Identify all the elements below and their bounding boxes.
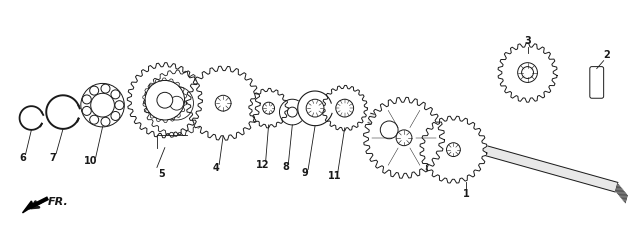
Polygon shape: [322, 85, 367, 131]
Text: 7: 7: [50, 153, 56, 163]
FancyBboxPatch shape: [590, 67, 604, 98]
Polygon shape: [364, 97, 444, 178]
Text: 10: 10: [84, 156, 97, 166]
Polygon shape: [22, 201, 33, 213]
Text: 4: 4: [213, 163, 220, 173]
Circle shape: [101, 117, 110, 126]
Circle shape: [160, 86, 193, 120]
Circle shape: [280, 99, 305, 125]
Circle shape: [287, 107, 297, 117]
Polygon shape: [127, 63, 202, 138]
Text: 8: 8: [282, 162, 289, 172]
Polygon shape: [143, 70, 210, 136]
Circle shape: [90, 86, 99, 95]
Text: 1: 1: [463, 189, 470, 199]
Circle shape: [91, 93, 115, 117]
Circle shape: [170, 96, 184, 110]
Polygon shape: [20, 106, 42, 130]
Circle shape: [447, 143, 460, 157]
Circle shape: [306, 99, 324, 117]
Circle shape: [215, 95, 231, 111]
Circle shape: [111, 111, 120, 120]
Text: 6: 6: [19, 154, 26, 164]
Polygon shape: [498, 43, 557, 102]
Polygon shape: [249, 88, 289, 128]
Circle shape: [83, 106, 92, 115]
Circle shape: [396, 130, 412, 146]
Circle shape: [262, 102, 275, 114]
Text: FR.: FR.: [48, 197, 69, 207]
Polygon shape: [186, 66, 260, 140]
Circle shape: [90, 115, 99, 124]
Text: 9: 9: [302, 168, 308, 178]
Circle shape: [336, 99, 354, 117]
Circle shape: [518, 63, 538, 82]
Circle shape: [145, 80, 184, 120]
Circle shape: [115, 101, 124, 110]
Text: 2: 2: [604, 50, 610, 60]
Text: 12: 12: [256, 160, 269, 170]
Circle shape: [101, 84, 110, 93]
Circle shape: [380, 121, 398, 139]
Circle shape: [83, 95, 92, 104]
Circle shape: [111, 90, 120, 99]
Polygon shape: [298, 91, 332, 126]
Circle shape: [157, 92, 173, 108]
Circle shape: [81, 84, 124, 127]
Polygon shape: [46, 95, 79, 129]
Polygon shape: [368, 113, 618, 192]
Text: 11: 11: [328, 171, 342, 181]
Circle shape: [522, 67, 534, 79]
Text: 3: 3: [524, 36, 531, 46]
Polygon shape: [420, 116, 487, 183]
Text: 5: 5: [159, 169, 165, 179]
